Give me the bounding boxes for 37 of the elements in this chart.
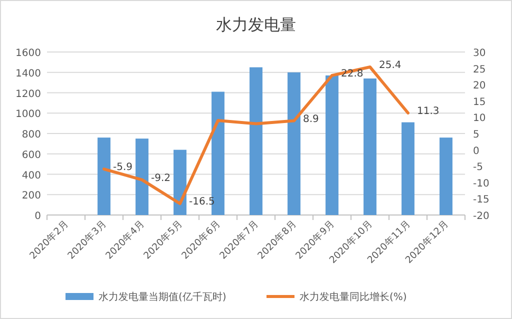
data-label: -5.9	[113, 162, 133, 174]
y-tick-label: 1600	[16, 48, 41, 59]
bar	[288, 72, 300, 215]
y2-tick-label: -15	[473, 194, 490, 206]
y2-tick-label: 25	[473, 64, 486, 76]
y-tick-label: 800	[22, 130, 41, 140]
y2-tick-label: -5	[473, 162, 483, 174]
legend-label: 水力发电量同比增长(%)	[300, 291, 407, 303]
y-tick-label: 200	[22, 190, 41, 202]
bar	[364, 78, 376, 215]
y-tick-label: 1000	[16, 109, 41, 120]
bar	[174, 150, 186, 215]
y2-tick-label: 15	[473, 96, 486, 108]
data-label: 11.3	[417, 106, 440, 117]
y2-tick-label: -10	[473, 178, 490, 190]
legend-label: 水力发电量当期值(亿千瓦时)	[98, 291, 226, 303]
y2-tick-label: 20	[473, 80, 486, 92]
y-tick-label: 600	[22, 150, 41, 161]
bar	[402, 122, 414, 215]
bar	[250, 67, 262, 215]
bar	[326, 75, 338, 215]
data-label: 25.4	[379, 60, 402, 71]
y2-tick-label: 30	[473, 48, 486, 59]
y2-tick-label: 10	[473, 113, 486, 124]
y-tick-label: 0	[34, 211, 41, 222]
chart-title: 水力发电量	[216, 15, 296, 34]
data-label: -9.2	[151, 172, 171, 184]
y-tick-label: 1200	[16, 88, 41, 100]
y2-tick-label: -20	[473, 211, 490, 222]
bar	[98, 138, 110, 215]
y-tick-label: 400	[22, 170, 41, 182]
bar	[136, 138, 148, 215]
y2-tick-label: 0	[473, 146, 480, 157]
data-label: 8.9	[303, 114, 319, 125]
y-tick-label: 1400	[16, 68, 41, 80]
bar	[440, 138, 452, 215]
y2-tick-label: 5	[473, 130, 480, 140]
